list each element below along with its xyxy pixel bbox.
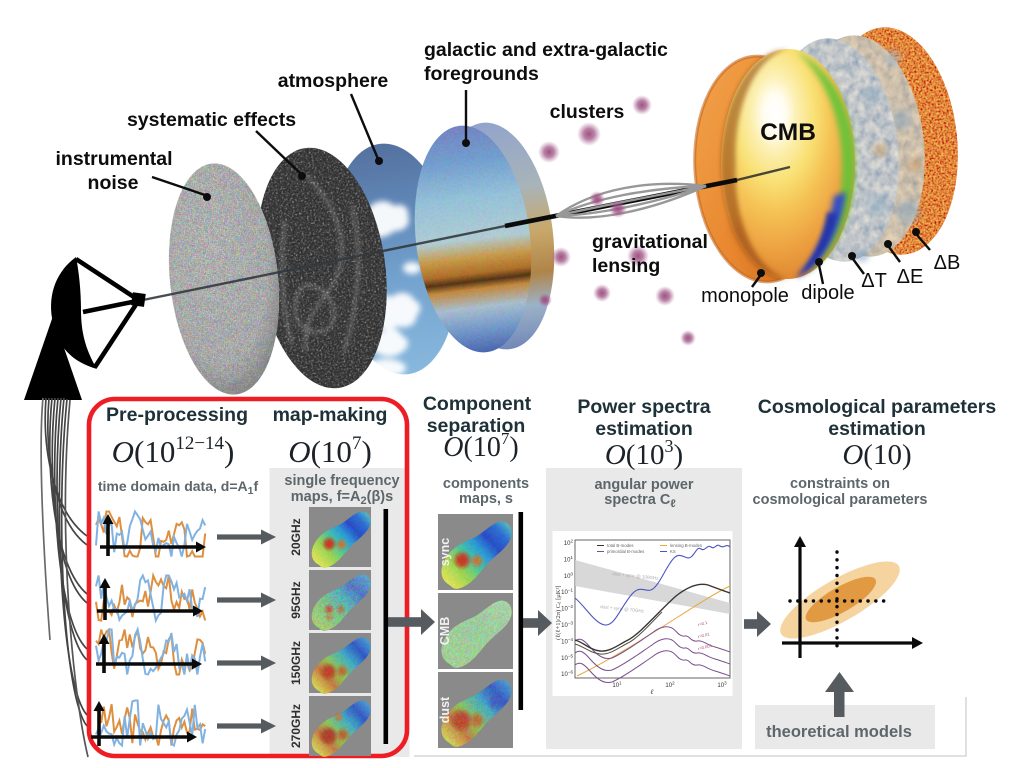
svg-text:maps, s: maps, s (459, 491, 513, 507)
svg-text:Cosmological parameters: Cosmological parameters (758, 396, 997, 418)
svg-text:10−5: 10−5 (561, 653, 573, 662)
svg-text:constraints on: constraints on (790, 476, 890, 492)
svg-text:separation: separation (427, 415, 526, 437)
svg-text:r=0.001: r=0.001 (697, 643, 713, 651)
svg-text:dust + sync @ 100GHz: dust + sync @ 100GHz (612, 571, 659, 581)
svg-text:dipole: dipole (801, 282, 854, 304)
svg-text:foregrounds: foregrounds (424, 63, 539, 85)
svg-text:sync: sync (438, 538, 452, 567)
svg-text:150GHz: 150GHz (289, 641, 303, 685)
svg-text:spectra Cℓ: spectra Cℓ (604, 492, 675, 510)
svg-text:r=0.1: r=0.1 (697, 620, 708, 627)
svg-text:CMB: CMB (760, 119, 816, 146)
svg-text:theoretical models: theoretical models (766, 723, 912, 741)
svg-text:ΔB: ΔB (934, 252, 961, 274)
svg-text:10−2: 10−2 (561, 604, 573, 613)
svg-text:101: 101 (564, 555, 574, 564)
svg-text:noise: noise (88, 172, 139, 194)
svg-text:cosmological parameters: cosmological parameters (753, 492, 928, 508)
svg-text:single frequency: single frequency (284, 473, 399, 489)
svg-text:primordial B-modes: primordial B-modes (607, 549, 644, 554)
svg-text:101: 101 (612, 681, 622, 690)
svg-text:ΔT: ΔT (861, 270, 887, 292)
svg-text:maps, f=A2(β)s: maps, f=A2(β)s (291, 489, 393, 507)
svg-text:dust + sync @ 70GHz: dust + sync @ 70GHz (600, 604, 645, 614)
svg-text:10−4: 10−4 (561, 637, 573, 646)
svg-text:components: components (443, 476, 529, 492)
svg-text:r=0.01: r=0.01 (697, 631, 710, 639)
svg-text:Pre-processing: Pre-processing (106, 404, 248, 426)
svg-text:(ℓ(ℓ+1)/2π) Cℓ [μK²]: (ℓ(ℓ+1)/2π) Cℓ [μK²] (555, 585, 563, 640)
svg-text:galactic and extra-galactic: galactic and extra-galactic (424, 39, 668, 61)
svg-text:lensing B-modes: lensing B-modes (670, 543, 702, 548)
svg-text:10−6: 10−6 (561, 670, 573, 679)
svg-text:dust: dust (438, 696, 452, 723)
svg-text:ΔE: ΔE (897, 266, 924, 288)
svg-text:angular power: angular power (594, 477, 693, 493)
svg-text:ℓ: ℓ (650, 688, 654, 696)
svg-text:Component: Component (423, 393, 532, 415)
svg-text:100: 100 (564, 571, 574, 580)
svg-text:Power spectra: Power spectra (577, 396, 710, 418)
svg-text:lensing: lensing (592, 255, 660, 277)
svg-text:10−3: 10−3 (561, 621, 573, 630)
svg-text:gravitational: gravitational (592, 231, 708, 253)
svg-text:103: 103 (717, 681, 727, 690)
svg-text:CMB: CMB (438, 617, 452, 645)
svg-text:instrumental: instrumental (55, 148, 172, 170)
svg-text:95GHz: 95GHz (289, 581, 303, 618)
svg-text:map-making: map-making (273, 404, 388, 426)
svg-text:monopole: monopole (701, 285, 789, 307)
svg-text:atmosphere: atmosphere (278, 70, 389, 92)
svg-text:102: 102 (665, 681, 675, 690)
svg-text:10−1: 10−1 (561, 588, 573, 597)
svg-text:KS: KS (670, 549, 676, 554)
svg-text:total B-modes: total B-modes (607, 543, 634, 548)
svg-text:clusters: clusters (550, 101, 625, 123)
svg-text:time domain data, d=A1f: time domain data, d=A1f (98, 478, 259, 497)
svg-text:O(10): O(10) (842, 439, 911, 471)
svg-text:270GHz: 270GHz (289, 704, 303, 748)
svg-text:102: 102 (564, 539, 574, 548)
svg-text:estimation: estimation (828, 418, 926, 440)
svg-text:20GHz: 20GHz (289, 518, 303, 555)
svg-text:systematic effects: systematic effects (127, 109, 296, 131)
svg-text:estimation: estimation (595, 418, 693, 440)
